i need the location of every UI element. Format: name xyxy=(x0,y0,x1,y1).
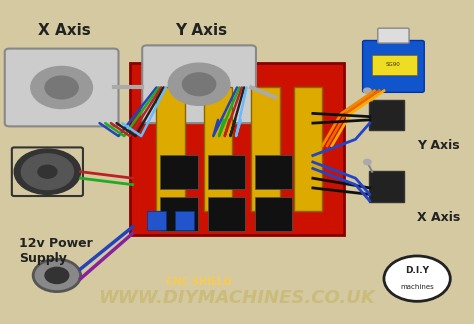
FancyBboxPatch shape xyxy=(5,49,118,126)
Circle shape xyxy=(45,76,78,99)
FancyBboxPatch shape xyxy=(251,87,280,211)
Circle shape xyxy=(182,73,216,96)
Text: X Axis: X Axis xyxy=(417,211,460,224)
FancyBboxPatch shape xyxy=(372,55,417,75)
FancyBboxPatch shape xyxy=(255,155,292,189)
FancyBboxPatch shape xyxy=(363,40,424,92)
FancyBboxPatch shape xyxy=(147,211,166,230)
FancyBboxPatch shape xyxy=(204,87,232,211)
Circle shape xyxy=(45,267,69,284)
FancyBboxPatch shape xyxy=(208,155,245,189)
Circle shape xyxy=(21,154,73,190)
FancyBboxPatch shape xyxy=(160,197,198,231)
FancyBboxPatch shape xyxy=(255,197,292,231)
FancyBboxPatch shape xyxy=(369,100,404,130)
Text: SG90: SG90 xyxy=(386,62,401,67)
Circle shape xyxy=(168,63,230,105)
Text: WWW.DIYMACHINES.CO.UK: WWW.DIYMACHINES.CO.UK xyxy=(99,289,375,307)
Text: Y Axis: Y Axis xyxy=(417,139,460,152)
FancyBboxPatch shape xyxy=(156,87,185,211)
Circle shape xyxy=(14,149,81,194)
FancyBboxPatch shape xyxy=(294,87,322,211)
FancyBboxPatch shape xyxy=(208,197,245,231)
Circle shape xyxy=(33,259,81,292)
FancyBboxPatch shape xyxy=(160,155,198,189)
FancyBboxPatch shape xyxy=(130,63,344,235)
FancyBboxPatch shape xyxy=(142,45,256,123)
FancyBboxPatch shape xyxy=(369,171,404,202)
Circle shape xyxy=(364,159,371,165)
Text: X Axis: X Axis xyxy=(38,23,91,38)
Text: Y Axis: Y Axis xyxy=(175,23,228,38)
FancyBboxPatch shape xyxy=(378,28,409,43)
Circle shape xyxy=(38,165,57,178)
Text: CNC SHIELD: CNC SHIELD xyxy=(166,277,232,287)
FancyBboxPatch shape xyxy=(175,211,194,230)
Text: machines: machines xyxy=(400,284,434,290)
Text: 12v Power
Supply: 12v Power Supply xyxy=(19,237,93,264)
Circle shape xyxy=(31,66,92,109)
Circle shape xyxy=(384,256,450,301)
Circle shape xyxy=(364,88,371,93)
Text: D.I.Y: D.I.Y xyxy=(405,266,429,275)
